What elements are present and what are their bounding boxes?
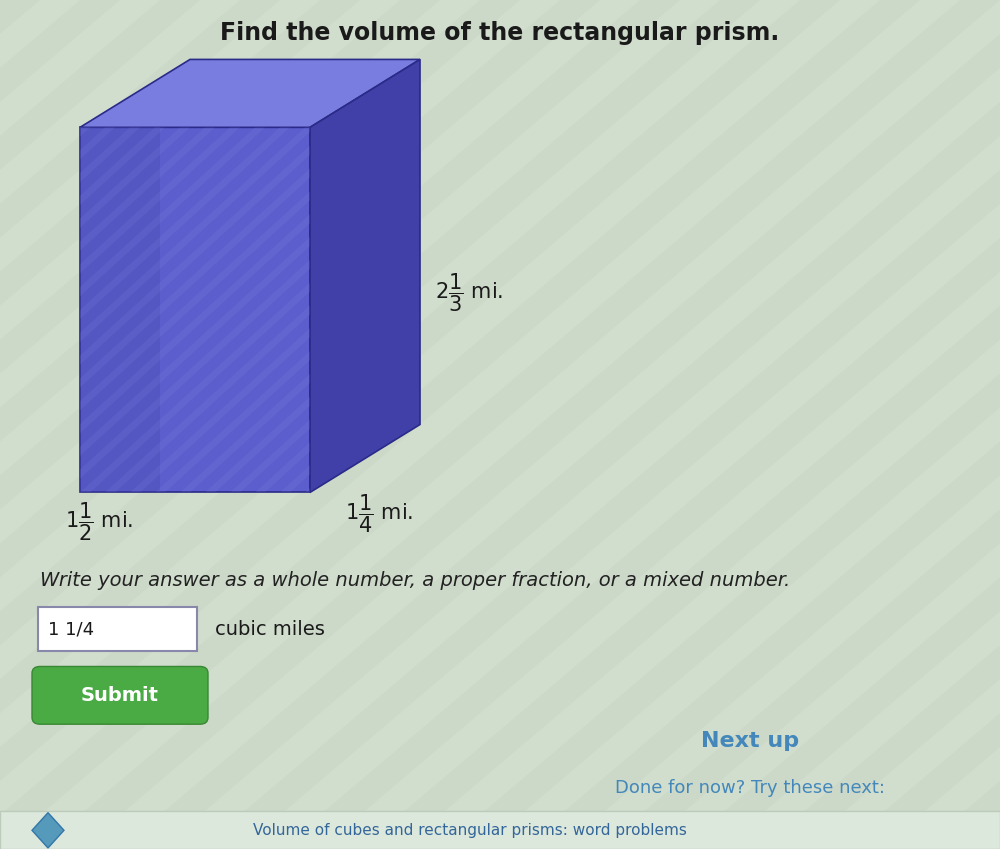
Polygon shape [480, 127, 890, 492]
Polygon shape [330, 127, 740, 492]
Polygon shape [0, 0, 260, 849]
Polygon shape [105, 127, 515, 492]
Polygon shape [0, 0, 20, 849]
Polygon shape [55, 127, 465, 492]
Polygon shape [430, 127, 840, 492]
Polygon shape [255, 127, 665, 492]
Text: Submit: Submit [81, 686, 159, 705]
Text: $1\dfrac{1}{4}$ mi.: $1\dfrac{1}{4}$ mi. [345, 492, 413, 535]
Polygon shape [280, 127, 690, 492]
Polygon shape [0, 127, 340, 492]
Text: 1 1/4: 1 1/4 [48, 620, 94, 638]
Polygon shape [505, 127, 915, 492]
Polygon shape [80, 0, 1000, 849]
Polygon shape [320, 0, 1000, 849]
Polygon shape [0, 0, 180, 849]
Polygon shape [0, 0, 500, 849]
Polygon shape [355, 127, 765, 492]
Polygon shape [0, 127, 290, 492]
Text: Write your answer as a whole number, a proper fraction, or a mixed number.: Write your answer as a whole number, a p… [40, 571, 790, 590]
Polygon shape [30, 127, 440, 492]
Polygon shape [0, 127, 190, 492]
Polygon shape [32, 812, 64, 848]
Polygon shape [405, 127, 815, 492]
Polygon shape [0, 127, 215, 492]
Polygon shape [580, 127, 990, 492]
Polygon shape [0, 127, 15, 492]
Polygon shape [400, 0, 1000, 849]
Text: $2\dfrac{1}{3}$ mi.: $2\dfrac{1}{3}$ mi. [435, 272, 503, 314]
Polygon shape [155, 127, 565, 492]
Polygon shape [455, 127, 865, 492]
Polygon shape [0, 127, 140, 492]
Polygon shape [80, 127, 490, 492]
Polygon shape [880, 0, 1000, 849]
Polygon shape [560, 0, 1000, 849]
Polygon shape [205, 127, 615, 492]
Text: $1\dfrac{1}{2}$ mi.: $1\dfrac{1}{2}$ mi. [65, 501, 133, 543]
Polygon shape [630, 127, 1000, 492]
Polygon shape [80, 59, 420, 127]
Polygon shape [0, 0, 420, 849]
FancyBboxPatch shape [0, 811, 1000, 849]
Polygon shape [0, 127, 265, 492]
Polygon shape [530, 127, 940, 492]
Polygon shape [0, 127, 165, 492]
Polygon shape [0, 127, 390, 492]
Polygon shape [655, 127, 1000, 492]
Polygon shape [0, 0, 580, 849]
Polygon shape [0, 0, 660, 849]
Polygon shape [80, 127, 310, 492]
Text: Find the volume of the rectangular prism.: Find the volume of the rectangular prism… [220, 21, 780, 45]
Polygon shape [0, 127, 315, 492]
Polygon shape [0, 127, 115, 492]
Polygon shape [0, 127, 365, 492]
Polygon shape [720, 0, 1000, 849]
Polygon shape [130, 127, 540, 492]
Text: Done for now? Try these next:: Done for now? Try these next: [615, 779, 885, 796]
Polygon shape [605, 127, 1000, 492]
Polygon shape [800, 0, 1000, 849]
Polygon shape [230, 127, 640, 492]
Polygon shape [960, 0, 1000, 849]
Polygon shape [0, 0, 820, 849]
Polygon shape [0, 0, 900, 849]
Polygon shape [160, 0, 1000, 849]
Polygon shape [0, 0, 340, 849]
Polygon shape [0, 127, 240, 492]
Polygon shape [305, 127, 715, 492]
Polygon shape [180, 127, 590, 492]
Polygon shape [80, 127, 160, 492]
Polygon shape [640, 0, 1000, 849]
Polygon shape [555, 127, 965, 492]
Polygon shape [310, 59, 420, 492]
Text: cubic miles: cubic miles [215, 620, 325, 638]
Polygon shape [0, 127, 90, 492]
Polygon shape [5, 127, 415, 492]
Polygon shape [0, 127, 40, 492]
Polygon shape [240, 0, 1000, 849]
Polygon shape [380, 127, 790, 492]
Text: Next up: Next up [701, 731, 799, 751]
Text: Volume of cubes and rectangular prisms: word problems: Volume of cubes and rectangular prisms: … [253, 823, 687, 838]
Polygon shape [0, 0, 740, 849]
FancyBboxPatch shape [32, 666, 208, 724]
Polygon shape [0, 0, 100, 849]
Polygon shape [480, 0, 1000, 849]
FancyBboxPatch shape [38, 607, 197, 651]
Polygon shape [0, 127, 65, 492]
